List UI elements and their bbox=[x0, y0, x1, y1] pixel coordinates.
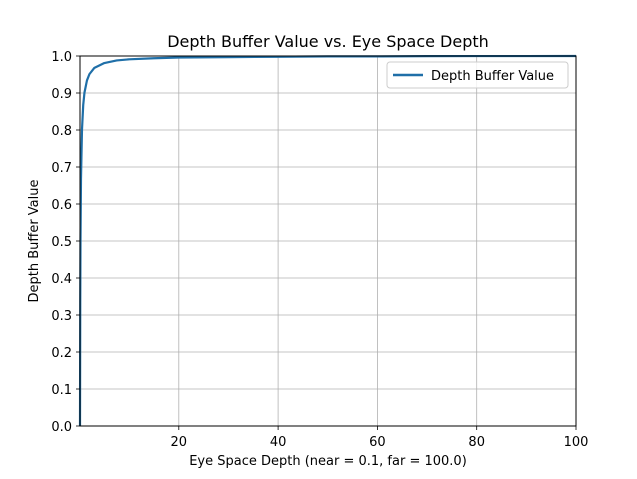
grid bbox=[80, 55, 577, 427]
x-tick-label: 40 bbox=[270, 435, 287, 450]
y-tick-label: 0.9 bbox=[51, 87, 72, 102]
y-tick-label: 0.2 bbox=[51, 346, 72, 361]
axis-ticks: 20 40 60 80 100 0.0 0.1 0.2 0.3 0.4 0.5 0.6 0.7 0.8 0.… bbox=[51, 50, 588, 450]
y-axis-label: Depth Buffer Value bbox=[27, 179, 42, 302]
legend: Depth Buffer Value bbox=[386, 61, 569, 89]
legend-frame bbox=[386, 61, 569, 89]
x-axis-label: Eye Space Depth (near = 0.1, far = 100.0… bbox=[189, 454, 467, 469]
y-tick-label: 1.0 bbox=[51, 50, 72, 65]
x-tick-label: 60 bbox=[369, 435, 386, 450]
x-tick-label: 80 bbox=[468, 435, 485, 450]
y-tick-label: 0.1 bbox=[51, 383, 72, 398]
y-tick-label: 0.4 bbox=[51, 272, 72, 287]
y-tick-label: 0.6 bbox=[51, 198, 72, 213]
chart-title: Depth Buffer Value vs. Eye Space Depth bbox=[167, 32, 489, 51]
y-tick-label: 0.5 bbox=[51, 235, 72, 250]
y-tick-label: 0.8 bbox=[51, 124, 72, 139]
x-tick-label: 100 bbox=[564, 435, 589, 450]
x-tick-label: 20 bbox=[171, 435, 188, 450]
legend-label: Depth Buffer Value bbox=[431, 69, 554, 84]
y-tick-label: 0.3 bbox=[51, 309, 72, 324]
y-tick-label: 0.0 bbox=[51, 420, 72, 435]
y-tick-label: 0.7 bbox=[51, 161, 72, 176]
